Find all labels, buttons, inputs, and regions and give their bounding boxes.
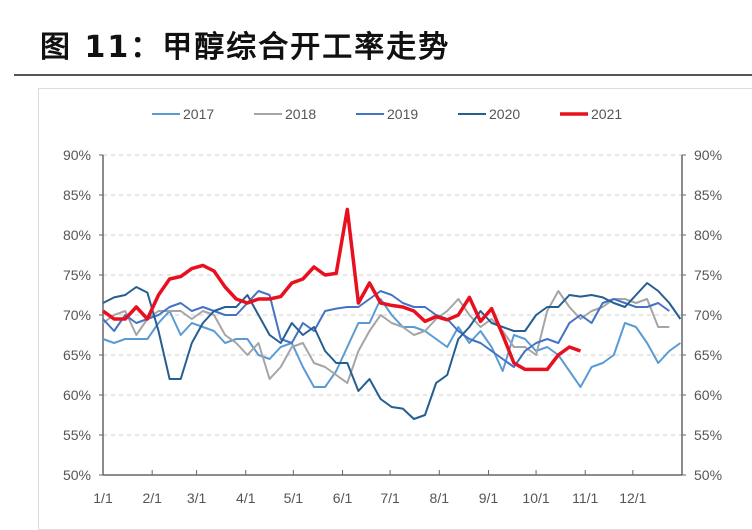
y-tick-label: 90% [63,147,91,163]
y2-tick-label: 50% [694,467,722,483]
y2-tick-label: 65% [694,347,722,363]
x-tick-label: 8/1 [430,490,450,506]
series-line-2017 [102,298,681,388]
x-tick-label: 7/1 [380,490,400,506]
y-tick-label: 80% [63,227,91,243]
series-line-2020 [102,282,682,420]
x-tick-label: 10/1 [522,490,549,506]
y2-tick-label: 70% [694,307,722,323]
y-tick-label: 60% [63,387,91,403]
x-tick-label: 6/1 [333,490,353,506]
legend-label-2017: 2017 [183,106,214,122]
legend-label-2020: 2020 [489,106,520,122]
x-tick-label: 12/1 [619,490,646,506]
y-tick-label: 55% [63,427,91,443]
y2-tick-label: 85% [694,187,722,203]
series-line-2019 [102,290,670,368]
x-tick-label: 5/1 [284,490,304,506]
y2-tick-label: 55% [694,427,722,443]
x-tick-label: 4/1 [236,490,256,506]
series-line-2021 [101,207,582,372]
x-tick-label: 2/1 [142,490,162,506]
line-chart: 50% 50% 55% 55% 60% 60% 65% 65% 70% 70% 75% 75% 80% 8… [63,106,722,506]
title-divider [14,74,752,76]
y-tick-label: 85% [63,187,91,203]
series-line-2018 [102,290,670,384]
legend-label-2019: 2019 [387,106,418,122]
y-tick-label: 75% [63,267,91,283]
y2-tick-label: 80% [694,227,722,243]
y2-tick-label: 75% [694,267,722,283]
y2-tick-label: 60% [694,387,722,403]
legend-label-2018: 2018 [285,106,316,122]
x-tick-label: 3/1 [187,490,207,506]
figure-title: 图 11：甲醇综合开工率走势 [40,30,451,65]
x-tick-label: 1/1 [93,490,113,506]
y2-tick-label: 90% [694,147,722,163]
y-tick-label: 65% [63,347,91,363]
x-tick-label: 9/1 [479,490,499,506]
x-tick-label: 11/1 [572,490,598,506]
y-tick-label: 70% [63,307,91,323]
legend-label-2021: 2021 [591,106,622,122]
y-tick-label: 50% [63,467,91,483]
